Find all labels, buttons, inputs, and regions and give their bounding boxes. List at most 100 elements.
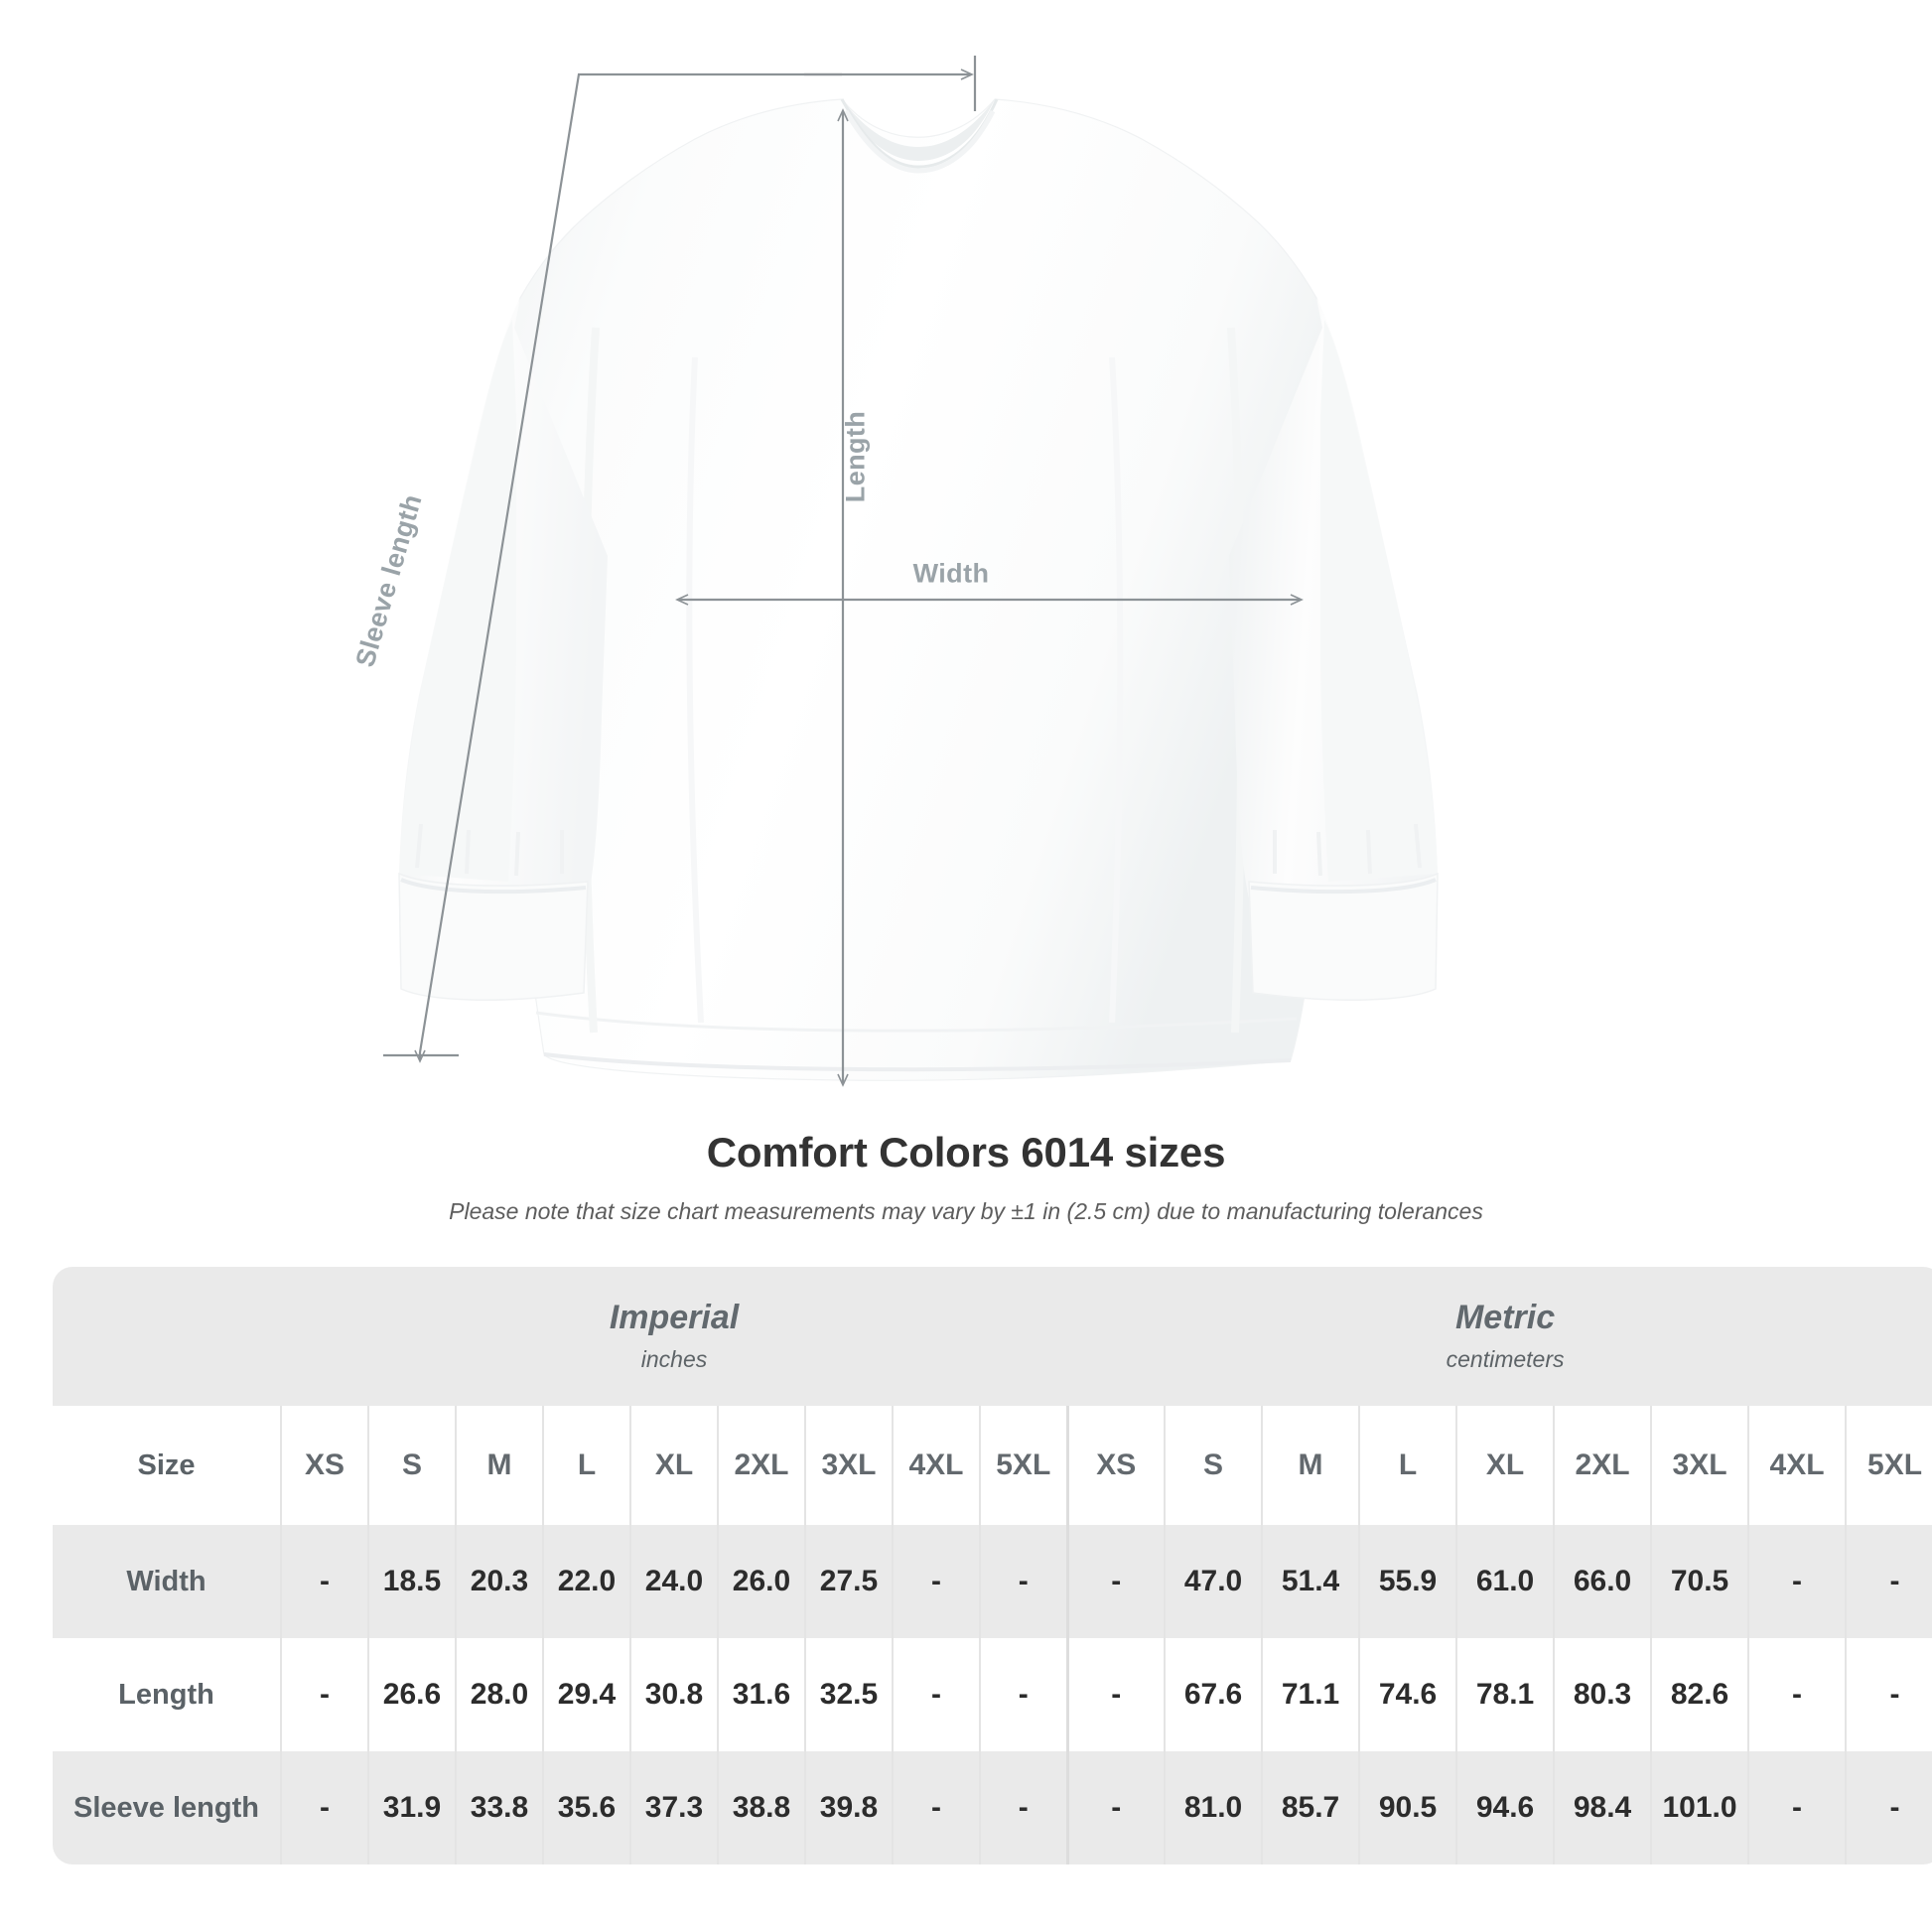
page-title: Comfort Colors 6014 sizes	[706, 1129, 1226, 1175]
size-chart-table: Imperial inches Metric centimeters Size …	[53, 1267, 1932, 1864]
length-label: Length	[840, 410, 871, 503]
width-label: Width	[912, 558, 990, 589]
header-size-imp-7: 4XL	[892, 1406, 980, 1525]
cell-width-imp-3: 22.0	[542, 1525, 630, 1638]
cell-length-imp-5: 31.6	[717, 1638, 805, 1751]
cell-width-met-5: 66.0	[1553, 1525, 1652, 1638]
shirt-body-shape	[511, 98, 1325, 1081]
cell-width-met-6: 70.5	[1650, 1525, 1749, 1638]
unit-sub-metric: centimeters	[1446, 1346, 1565, 1373]
table-row: Width - 18.5 20.3 22.0 24.0 26.0 27.5 - …	[53, 1525, 1932, 1638]
header-size-imp-3: L	[542, 1406, 630, 1525]
header-size-met-1: S	[1164, 1406, 1263, 1525]
unit-banner-row: Imperial inches Metric centimeters	[53, 1267, 1932, 1406]
cell-length-imp-1: 26.6	[367, 1638, 456, 1751]
row-label-sleeve-length: Sleeve length	[53, 1751, 281, 1864]
cell-sleeve-imp-7: -	[892, 1751, 980, 1864]
cell-width-imp-7: -	[892, 1525, 980, 1638]
unit-cell-imperial: Imperial inches	[281, 1267, 1068, 1406]
unit-name-metric: Metric	[1454, 1298, 1556, 1336]
row-label-width: Width	[53, 1525, 281, 1638]
header-size-met-2: M	[1261, 1406, 1360, 1525]
cell-length-met-2: 71.1	[1261, 1638, 1360, 1751]
cell-length-imp-4: 30.8	[629, 1638, 718, 1751]
right-sleeve-shape	[1229, 298, 1439, 1001]
cell-sleeve-imp-0: -	[280, 1751, 368, 1864]
cell-sleeve-met-7: -	[1747, 1751, 1847, 1864]
cell-length-imp-7: -	[892, 1638, 980, 1751]
cell-sleeve-imp-1: 31.9	[367, 1751, 456, 1864]
header-size-imp-8: 5XL	[978, 1406, 1068, 1525]
cell-sleeve-imp-5: 38.8	[717, 1751, 805, 1864]
cell-length-imp-8: -	[978, 1638, 1068, 1751]
cell-length-met-3: 74.6	[1358, 1638, 1457, 1751]
cell-sleeve-imp-6: 39.8	[804, 1751, 893, 1864]
cell-sleeve-met-2: 85.7	[1261, 1751, 1360, 1864]
header-size-met-0: XS	[1065, 1406, 1166, 1525]
row-label-length: Length	[53, 1638, 281, 1751]
cell-width-met-7: -	[1747, 1525, 1847, 1638]
size-table-container: Imperial inches Metric centimeters Size …	[53, 1267, 1932, 1864]
cell-sleeve-met-6: 101.0	[1650, 1751, 1749, 1864]
table-row: Sleeve length - 31.9 33.8 35.6 37.3 38.8…	[53, 1751, 1932, 1864]
header-size-met-7: 4XL	[1747, 1406, 1847, 1525]
cell-width-met-1: 47.0	[1164, 1525, 1263, 1638]
cell-length-imp-3: 29.4	[542, 1638, 630, 1751]
sleeve-length-arrow	[383, 72, 842, 1063]
tolerance-note: Please note that size chart measurements…	[449, 1198, 1483, 1224]
cell-width-met-8: -	[1845, 1525, 1932, 1638]
shoulder-tick-line	[804, 56, 977, 111]
cell-length-met-8: -	[1845, 1638, 1932, 1751]
cell-width-met-0: -	[1065, 1525, 1166, 1638]
cell-length-met-4: 78.1	[1455, 1638, 1555, 1751]
cell-sleeve-met-4: 94.6	[1455, 1751, 1555, 1864]
header-size-met-4: XL	[1455, 1406, 1555, 1525]
cell-length-met-5: 80.3	[1553, 1638, 1652, 1751]
header-size-imp-2: M	[455, 1406, 543, 1525]
cell-sleeve-imp-3: 35.6	[542, 1751, 630, 1864]
header-size-met-8: 5XL	[1845, 1406, 1932, 1525]
cell-sleeve-imp-4: 37.3	[629, 1751, 718, 1864]
cell-width-met-3: 55.9	[1358, 1525, 1457, 1638]
header-size-imp-1: S	[367, 1406, 456, 1525]
cell-length-met-1: 67.6	[1164, 1638, 1263, 1751]
cell-sleeve-met-1: 81.0	[1164, 1751, 1263, 1864]
header-size-met-6: 3XL	[1650, 1406, 1749, 1525]
header-size-met-3: L	[1358, 1406, 1457, 1525]
cell-length-imp-0: -	[280, 1638, 368, 1751]
cell-sleeve-met-3: 90.5	[1358, 1751, 1457, 1864]
unit-cell-metric: Metric centimeters	[1067, 1267, 1932, 1406]
cell-width-imp-5: 26.0	[717, 1525, 805, 1638]
cell-length-met-7: -	[1747, 1638, 1847, 1751]
cell-sleeve-met-5: 98.4	[1553, 1751, 1652, 1864]
cell-width-imp-1: 18.5	[367, 1525, 456, 1638]
garment-illustration	[383, 56, 1439, 1087]
cell-width-imp-6: 27.5	[804, 1525, 893, 1638]
cell-width-imp-8: -	[978, 1525, 1068, 1638]
cell-sleeve-imp-2: 33.8	[455, 1751, 543, 1864]
unit-spacer-cell	[53, 1267, 281, 1406]
cell-width-met-4: 61.0	[1455, 1525, 1555, 1638]
garment-diagram: Sleeve length Length Width	[349, 56, 1439, 1087]
cell-width-met-2: 51.4	[1261, 1525, 1360, 1638]
cell-length-met-6: 82.6	[1650, 1638, 1749, 1751]
unit-sub-imperial: inches	[640, 1346, 708, 1373]
cell-width-imp-4: 24.0	[629, 1525, 718, 1638]
header-size-imp-0: XS	[280, 1406, 368, 1525]
header-size-label: Size	[53, 1406, 281, 1525]
cell-width-imp-0: -	[280, 1525, 368, 1638]
table-row: Length - 26.6 28.0 29.4 30.8 31.6 32.5 -…	[53, 1638, 1932, 1751]
chart-heading-block: Comfort Colors 6014 sizes Please note th…	[0, 1129, 1932, 1225]
cell-width-imp-2: 20.3	[455, 1525, 543, 1638]
left-sleeve-shape	[398, 298, 608, 1001]
cell-sleeve-met-0: -	[1065, 1751, 1166, 1864]
cell-sleeve-met-8: -	[1845, 1751, 1932, 1864]
cell-length-met-0: -	[1065, 1638, 1166, 1751]
cell-length-imp-2: 28.0	[455, 1638, 543, 1751]
header-size-imp-4: XL	[629, 1406, 718, 1525]
cell-sleeve-imp-8: -	[978, 1751, 1068, 1864]
header-size-met-5: 2XL	[1553, 1406, 1652, 1525]
header-size-imp-5: 2XL	[717, 1406, 805, 1525]
unit-name-imperial: Imperial	[609, 1298, 740, 1336]
header-size-imp-6: 3XL	[804, 1406, 893, 1525]
